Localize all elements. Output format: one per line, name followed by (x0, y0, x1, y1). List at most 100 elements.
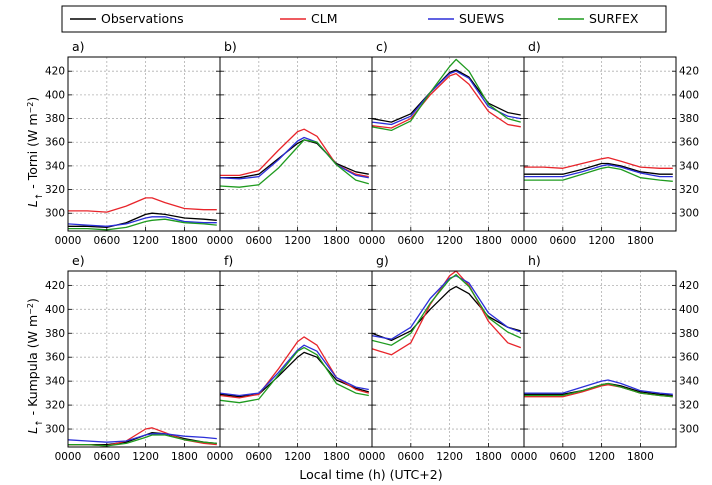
y-tick-label: 300 (45, 208, 65, 220)
x-tick-label: 0000 (359, 451, 386, 463)
y-tick-label: 380 (679, 328, 699, 340)
y-tick-label: 380 (45, 113, 65, 125)
series-line-suews (524, 379, 673, 395)
y-tick-label: 420 (45, 66, 65, 78)
y-tick-label: 320 (679, 400, 699, 412)
series-line-clm (371, 72, 521, 129)
panel-label: e) (72, 253, 85, 268)
series-line-observations (220, 139, 369, 179)
series-line-surfex (68, 434, 217, 447)
y-tick-label: 360 (679, 352, 699, 364)
panel-label: h) (528, 253, 541, 268)
panel-frame (67, 270, 221, 448)
legend-label-observations: Observations (101, 11, 184, 26)
x-tick-label: 1200 (132, 235, 159, 247)
panel-frame (371, 56, 525, 232)
series-line-clm (524, 156, 673, 169)
x-tick-label: 0600 (93, 451, 120, 463)
panel-label: d) (528, 39, 541, 54)
x-tick-label: 1200 (436, 451, 463, 463)
x-tick-label: 1200 (284, 451, 311, 463)
x-tick-label: 1800 (627, 235, 654, 247)
panel-label: g) (376, 253, 389, 268)
series-line-surfex (371, 273, 522, 346)
series-line-observations (219, 351, 369, 398)
x-tick-label: 1800 (323, 235, 350, 247)
y-tick-label: 320 (45, 400, 65, 412)
x-tick-label: 1800 (627, 451, 654, 463)
series-line-observations (371, 69, 521, 123)
y-tick-label: 400 (679, 89, 699, 101)
y-tick-label: 380 (45, 328, 65, 340)
series-line-clm (220, 128, 369, 178)
series-line-suews (371, 275, 522, 340)
series-line-clm (219, 336, 369, 399)
y-tick-label: 300 (679, 208, 699, 220)
x-tick-label: 0000 (207, 235, 234, 247)
y-tick-label: 420 (679, 66, 699, 78)
y-tick-label: 300 (45, 424, 65, 436)
panels: 0000 0600 1200 1800 300 320 340 360 380 400 420 a) 0… (45, 39, 699, 463)
x-tick-label: 0000 (207, 451, 234, 463)
panel-frame (371, 270, 525, 448)
y-tick-label: 340 (45, 376, 65, 388)
y-tick-label: 420 (679, 280, 699, 292)
x-tick-label: 1200 (436, 235, 463, 247)
y-tick-label: 360 (45, 137, 65, 149)
x-tick-label: 0600 (549, 451, 576, 463)
panel-f: 0000 0600 1200 1800 f) (207, 253, 373, 463)
series-line-observations (371, 285, 521, 342)
x-tick-label: 0000 (511, 451, 538, 463)
y-tick-label: 380 (679, 113, 699, 125)
panel-h: 0000 0600 1200 1800 300 320 340 360 380 400 420 h) (511, 253, 699, 463)
y-tick-label: 400 (679, 304, 699, 316)
x-tick-label: 1800 (171, 235, 198, 247)
panel-frame (523, 270, 677, 448)
y-tick-label: 340 (679, 376, 699, 388)
x-tick-label: 1200 (588, 235, 615, 247)
x-tick-label: 0600 (245, 451, 272, 463)
panel-frame (67, 56, 221, 232)
panel-g: 0000 0600 1200 1800 g) (359, 253, 525, 463)
series-line-surfex (524, 382, 673, 398)
x-tick-label: 0600 (549, 235, 576, 247)
series-line-surfex (524, 166, 673, 182)
panel-b: 0000 0600 1200 1800 b) (207, 39, 373, 247)
x-tick-label: 1200 (132, 451, 159, 463)
series-line-suews (67, 216, 217, 227)
y-tick-label: 320 (45, 184, 65, 196)
x-tick-label: 1200 (588, 451, 615, 463)
series-line-clm (371, 270, 522, 356)
panel-d: 0000 0600 1200 1800 300 320 340 360 380 400 420 d) (511, 39, 699, 247)
x-tick-label: 0000 (55, 235, 82, 247)
x-tick-label: 0600 (397, 451, 424, 463)
panel-label: a) (72, 39, 85, 54)
x-tick-label: 0000 (511, 235, 538, 247)
series-line-surfex (68, 218, 217, 231)
x-tick-label: 0600 (93, 235, 120, 247)
series-line-clm (68, 197, 217, 213)
y-tick-label: 420 (45, 280, 65, 292)
panel-label: c) (376, 39, 388, 54)
series-line-suews (219, 136, 369, 180)
y-tick-label: 300 (679, 424, 699, 436)
y-tick-label: 340 (45, 160, 65, 172)
legend: Observations CLM SUEWS SURFEX (61, 5, 667, 33)
series-line-surfex (219, 139, 369, 188)
panel-label: b) (224, 39, 237, 54)
panel-frame (523, 56, 677, 232)
x-tick-label: 1800 (171, 451, 198, 463)
y-tick-label: 340 (679, 160, 699, 172)
x-tick-label: 0000 (55, 451, 82, 463)
y-axis-label-kumpula: L↑ - Kumpula (W m−2) (25, 298, 45, 434)
panel-e: 0000 0600 1200 1800 300 320 340 360 380 400 420 e) (45, 253, 221, 463)
series-line-suews (219, 344, 369, 397)
series-line-suews (67, 433, 217, 443)
series-line-suews (524, 164, 673, 178)
legend-label-surfex: SURFEX (589, 11, 639, 26)
series-line-surfex (219, 346, 369, 404)
legend-label-clm: CLM (311, 11, 337, 26)
y-tick-label: 400 (45, 89, 65, 101)
x-tick-label: 0000 (359, 235, 386, 247)
